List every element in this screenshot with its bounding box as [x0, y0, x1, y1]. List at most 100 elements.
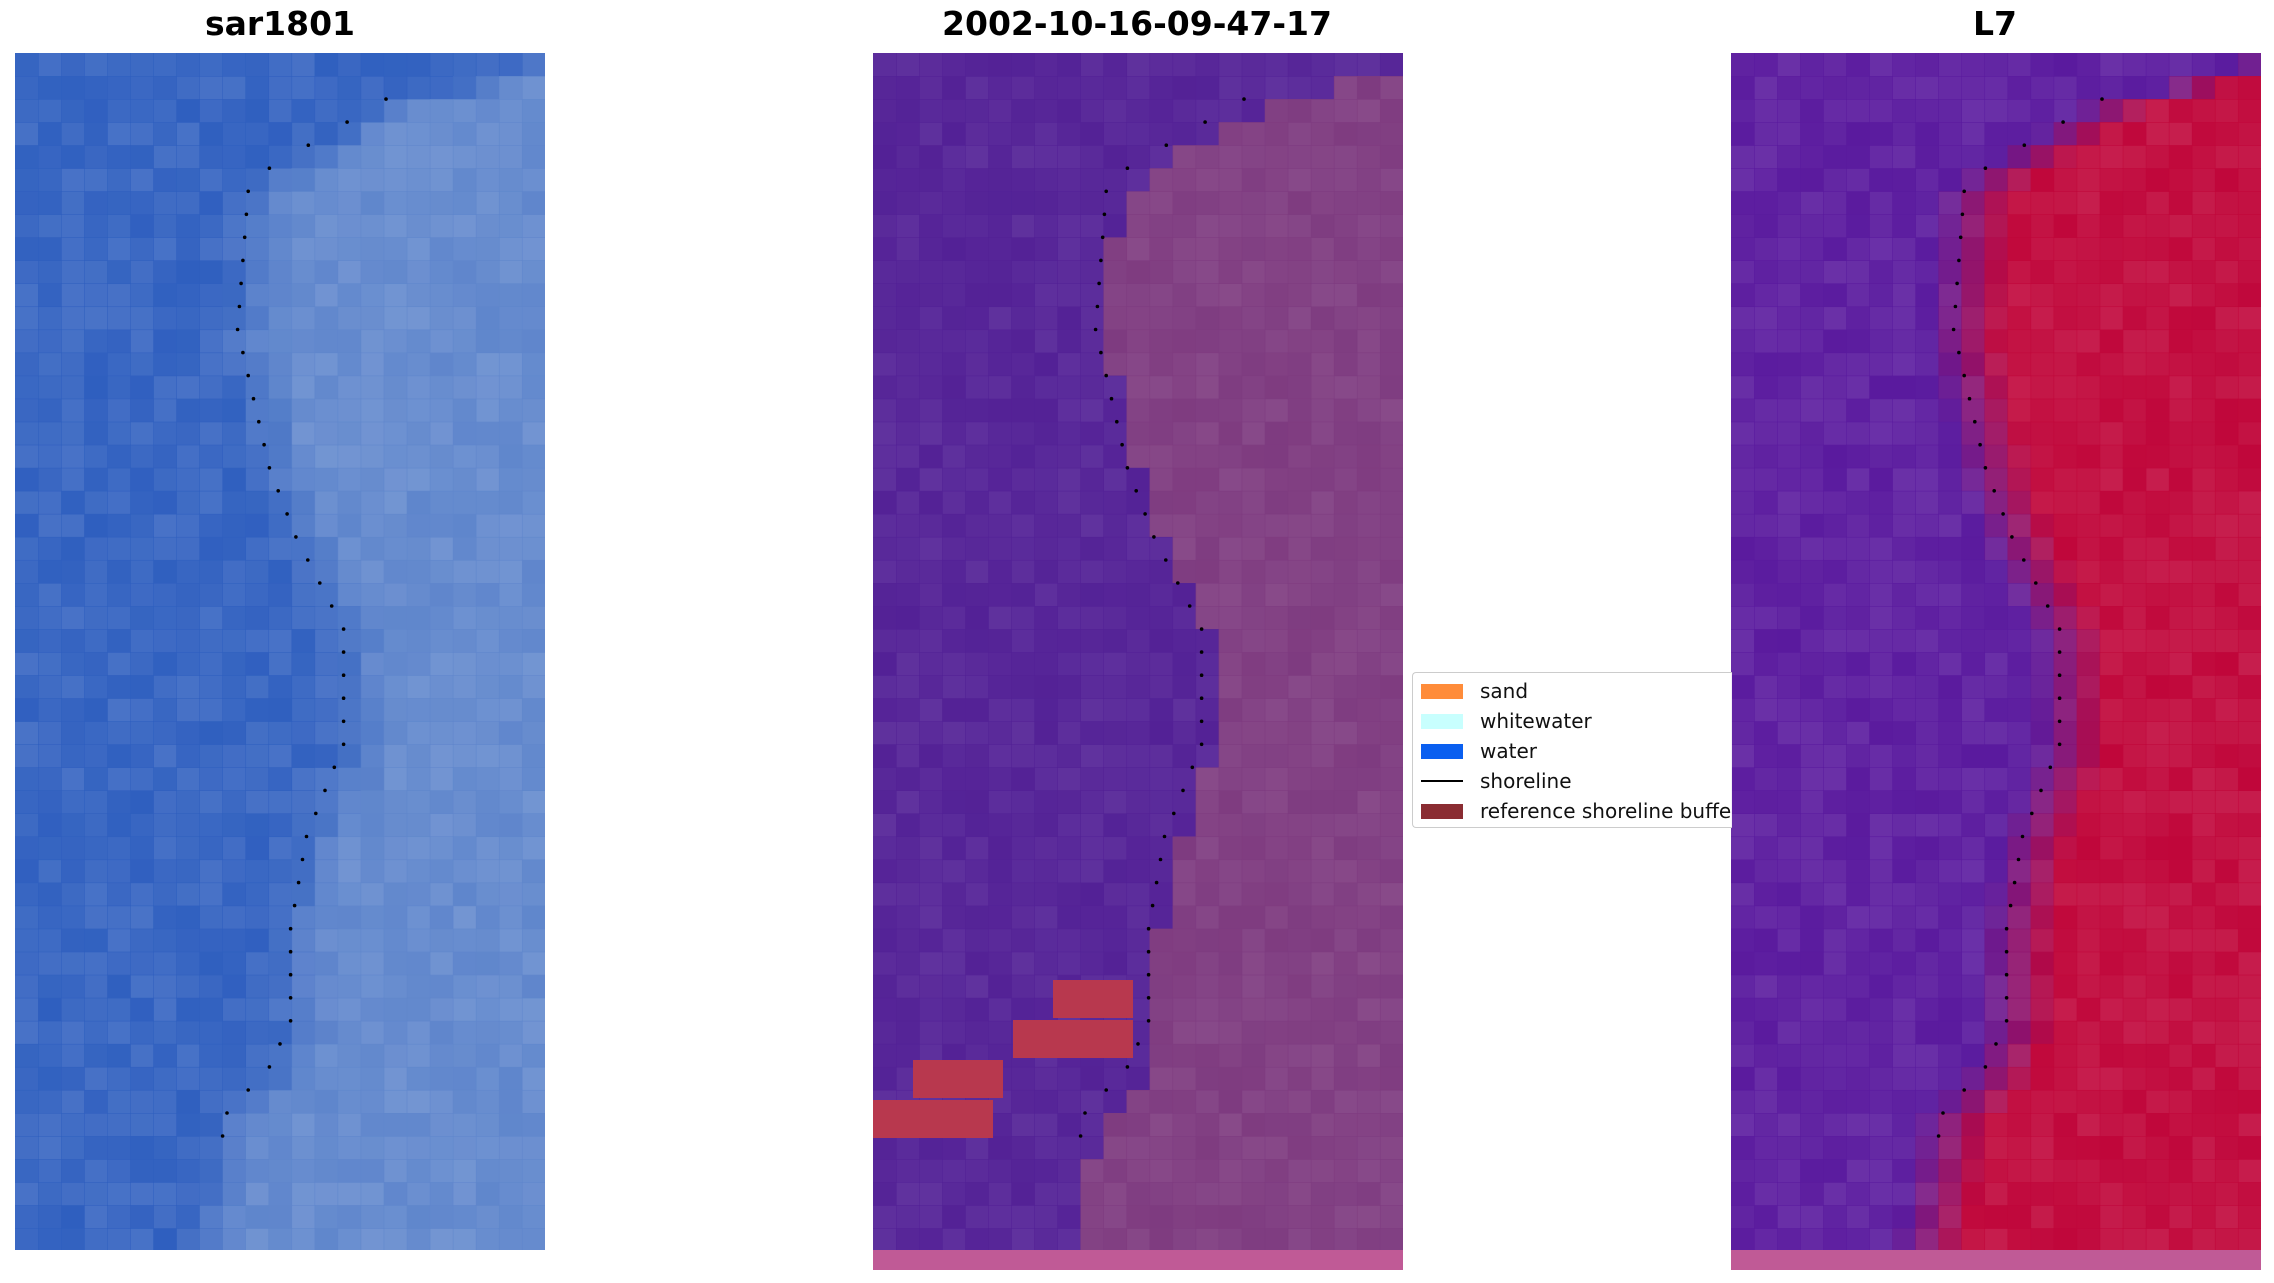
image-pixel [1172, 1020, 1197, 1045]
image-pixel [988, 1205, 1012, 1229]
image-pixel [965, 1182, 989, 1206]
image-pixel [498, 444, 523, 469]
image-pixel [406, 559, 431, 584]
image-pixel [1195, 606, 1220, 630]
image-pixel [2053, 490, 2078, 515]
image-pixel [498, 467, 523, 492]
image-pixel [1846, 191, 1870, 215]
image-pixel [245, 283, 270, 308]
image-pixel [1869, 859, 1893, 884]
image-pixel [498, 145, 523, 169]
image-pixel [942, 329, 966, 354]
image-pixel [2007, 122, 2032, 146]
image-pixel [873, 836, 897, 861]
image-pixel [1869, 559, 1893, 584]
image-pixel [1938, 652, 1963, 676]
image-pixel [1869, 1089, 1893, 1114]
image-pixel [1731, 1205, 1755, 1229]
image-pixel [130, 583, 154, 607]
image-pixel [2030, 1066, 2055, 1091]
image-pixel [1034, 951, 1058, 976]
image-pixel [2076, 974, 2101, 999]
image-pixel [1379, 99, 1403, 123]
shoreline-point [292, 903, 297, 908]
image-pixel [988, 951, 1012, 976]
image-pixel [1800, 1159, 1824, 1183]
image-pixel [1984, 53, 2009, 77]
image-pixel [61, 191, 85, 215]
image-pixel [153, 352, 177, 377]
image-pixel [360, 1228, 385, 1250]
image-pixel [2007, 997, 2032, 1022]
image-pixel [291, 859, 316, 884]
image-pixel [2099, 606, 2124, 630]
image-pixel [406, 997, 431, 1022]
image-pixel [1356, 974, 1381, 999]
image-pixel [1264, 513, 1289, 538]
image-pixel [107, 559, 131, 584]
image-pixel [1754, 76, 1778, 100]
image-pixel [2237, 53, 2261, 77]
image-pixel [1218, 76, 1243, 100]
image-pixel [15, 536, 39, 561]
image-pixel [1938, 698, 1963, 722]
image-pixel [965, 583, 989, 607]
shoreline-point [1983, 466, 1988, 470]
image-pixel [2099, 467, 2124, 492]
image-pixel [176, 905, 200, 930]
shoreline-point [323, 788, 327, 793]
image-pixel [1103, 836, 1128, 861]
image-pixel [1287, 122, 1312, 146]
image-pixel [107, 997, 131, 1022]
image-pixel [2053, 859, 2078, 884]
image-pixel [291, 1113, 316, 1137]
image-pixel [1126, 444, 1151, 469]
image-pixel [1846, 237, 1870, 261]
image-pixel [406, 260, 431, 285]
legend-label: whitewater [1480, 709, 1592, 733]
image-pixel [1984, 583, 2009, 607]
image-pixel [1823, 76, 1847, 100]
image-pixel [1800, 122, 1824, 146]
image-pixel [1241, 790, 1266, 815]
image-pixel [2168, 1089, 2193, 1114]
image-pixel [1984, 168, 2009, 192]
image-pixel [1984, 905, 2009, 930]
image-pixel [1011, 467, 1035, 492]
image-pixel [965, 744, 989, 768]
image-pixel [521, 329, 545, 354]
image-pixel [1892, 53, 1916, 77]
image-pixel [15, 836, 39, 861]
image-pixel [1731, 1089, 1755, 1114]
image-pixel [1172, 398, 1197, 423]
image-pixel [38, 997, 62, 1022]
image-pixel [1800, 76, 1824, 100]
image-pixel [406, 1020, 431, 1045]
image-pixel [1846, 790, 1870, 815]
image-pixel [1754, 928, 1778, 953]
image-pixel [383, 1020, 408, 1045]
image-pixel [2237, 260, 2261, 285]
image-pixel [1333, 76, 1358, 100]
image-pixel [38, 191, 62, 215]
image-pixel [337, 1020, 362, 1045]
image-pixel [1961, 1136, 1986, 1160]
image-pixel [1961, 513, 1986, 538]
shoreline-point [1146, 1019, 1151, 1023]
image-pixel [360, 1020, 385, 1045]
image-pixel [1011, 1089, 1035, 1114]
image-pixel [965, 237, 989, 261]
image-pixel [245, 951, 270, 976]
image-pixel [153, 675, 177, 699]
image-pixel [245, 375, 270, 400]
image-pixel [1731, 997, 1755, 1022]
image-pixel [452, 767, 477, 791]
image-pixel [245, 168, 270, 192]
image-pixel [38, 398, 62, 423]
image-pixel [2053, 237, 2078, 261]
image-pixel [2145, 1136, 2170, 1160]
image-pixel [1103, 260, 1128, 285]
image-pixel [153, 191, 177, 215]
image-pixel [268, 1159, 293, 1183]
image-pixel [1869, 744, 1893, 768]
